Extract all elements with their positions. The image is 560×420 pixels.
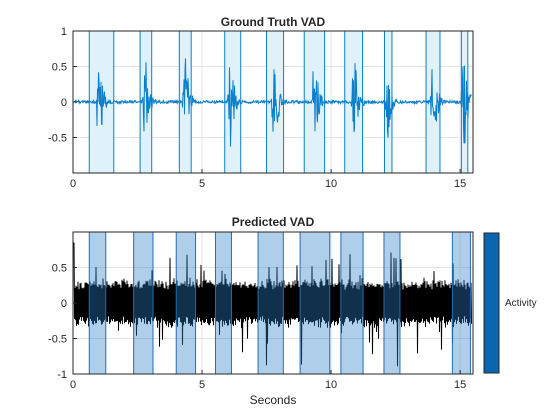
speech-region bbox=[340, 231, 364, 375]
ground-truth-title: Ground Truth VAD bbox=[221, 15, 326, 29]
speech-region bbox=[88, 231, 107, 375]
ground-truth-x-ticks: 0 5 10 15 bbox=[70, 169, 466, 190]
ground-truth-signal bbox=[74, 58, 472, 147]
x-tick-label: 0 bbox=[70, 379, 76, 391]
predicted-x-ticks: 0 5 10 15 bbox=[70, 370, 466, 391]
ground-truth-axes: Ground Truth VAD 0 5 10 15 -0.5 0 0.5 1 bbox=[48, 15, 474, 190]
speech-region bbox=[383, 231, 401, 375]
speech-region bbox=[451, 231, 471, 375]
speech-region bbox=[175, 231, 197, 375]
predicted-signal bbox=[73, 242, 472, 367]
y-tick-label: -0.5 bbox=[48, 133, 67, 145]
y-tick-label: 0 bbox=[61, 298, 67, 310]
activity-colorbar: Activity bbox=[483, 232, 537, 374]
speech-region bbox=[299, 231, 331, 375]
predicted-title: Predicted VAD bbox=[232, 215, 315, 229]
x-tick-label: 10 bbox=[325, 178, 337, 190]
x-tick-label: 15 bbox=[454, 379, 466, 391]
x-tick-label: 10 bbox=[325, 379, 337, 391]
ground-truth-y-ticks: -0.5 0 0.5 1 bbox=[48, 26, 77, 145]
y-tick-label: 0.5 bbox=[52, 62, 67, 74]
x-axis-label: Seconds bbox=[250, 393, 297, 407]
colorbar-bar bbox=[483, 232, 500, 374]
y-tick-label: 1 bbox=[61, 26, 67, 38]
y-tick-label: -1 bbox=[57, 369, 67, 381]
predicted-axes: Predicted VAD 0 5 10 15 -1 -0.5 0 0.5 Seconds bbox=[48, 215, 474, 407]
x-tick-label: 5 bbox=[199, 379, 205, 391]
speech-region bbox=[257, 231, 284, 375]
speech-region bbox=[214, 231, 232, 375]
y-tick-label: 0 bbox=[61, 97, 67, 109]
colorbar-label: Activity bbox=[505, 298, 537, 309]
x-tick-label: 15 bbox=[454, 178, 466, 190]
y-tick-label: -0.5 bbox=[48, 334, 67, 346]
speech-region bbox=[133, 231, 154, 375]
y-tick-label: 0.5 bbox=[52, 263, 67, 275]
x-tick-label: 0 bbox=[70, 178, 76, 190]
predicted-speech-regions bbox=[88, 231, 471, 375]
x-tick-label: 5 bbox=[199, 178, 205, 190]
predicted-y-ticks: -1 -0.5 0 0.5 bbox=[48, 263, 77, 381]
